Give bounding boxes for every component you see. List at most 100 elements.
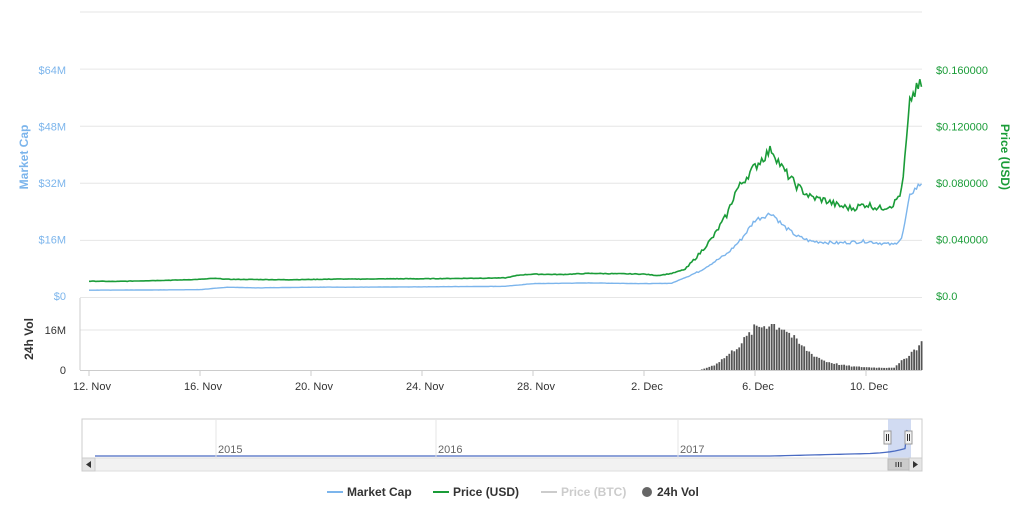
volume-tick-label: 16M xyxy=(45,325,66,337)
volume-bar xyxy=(880,367,883,370)
volume-bar xyxy=(808,351,811,370)
legend-label: Price (BTC) xyxy=(561,485,626,499)
legend-item[interactable]: Price (BTC) xyxy=(541,485,626,499)
volume-bar xyxy=(888,367,890,370)
right-axis-ticks: $0.0 $0.040000 $0.080000 $0.120000 $0.160000 xyxy=(936,65,988,303)
volume-bar xyxy=(730,350,733,370)
volume-bar xyxy=(833,363,836,370)
navigator-handle-left[interactable] xyxy=(883,430,892,445)
volume-bar xyxy=(733,351,736,370)
volume-bar xyxy=(735,349,738,370)
volume-bar xyxy=(828,362,831,370)
volume-bar xyxy=(748,332,751,370)
volume-bar xyxy=(703,368,706,370)
volume-bar xyxy=(835,363,838,370)
volume-bar xyxy=(825,362,828,370)
navigator-year-label: 2015 xyxy=(218,444,242,456)
volume-bar xyxy=(848,365,850,370)
right-tick-label: $0.080000 xyxy=(936,178,988,190)
left-tick-label: $16M xyxy=(38,235,66,247)
volume-bar xyxy=(743,337,746,370)
line-series xyxy=(89,79,923,291)
volume-bar xyxy=(713,365,716,370)
volume-bar xyxy=(813,356,816,370)
legend-item[interactable]: Price (USD) xyxy=(433,485,519,499)
right-axis-title: Price (USD) xyxy=(998,124,1012,190)
volume-bar xyxy=(705,367,708,370)
volume-bar xyxy=(720,359,723,370)
x-tick-label: 12. Nov xyxy=(73,381,111,393)
navigator-year-label: 2016 xyxy=(438,444,462,456)
volume-bar xyxy=(855,366,858,370)
right-tick-label: $0.160000 xyxy=(936,65,988,77)
left-tick-label: $0 xyxy=(54,291,66,303)
legend-label: Market Cap xyxy=(347,485,412,499)
volume-bar xyxy=(865,367,868,370)
volume-tick-label: 0 xyxy=(60,365,66,377)
volume-bar xyxy=(738,347,741,370)
volume-bar xyxy=(800,345,803,370)
volume-bar xyxy=(790,337,793,370)
x-tick-label: 2. Dec xyxy=(631,381,663,393)
volume-bar xyxy=(728,353,731,370)
volume-bar xyxy=(838,365,840,370)
arrow-right-icon xyxy=(913,461,918,468)
market-cap-line xyxy=(89,182,923,291)
volume-bar xyxy=(910,351,913,370)
volume-bar xyxy=(740,343,743,370)
legend-item[interactable]: Market Cap xyxy=(327,485,412,499)
volume-bar xyxy=(908,355,910,370)
volume-bar xyxy=(823,360,826,370)
left-tick-label: $64M xyxy=(38,65,66,77)
volume-bar xyxy=(820,359,823,370)
gridlines xyxy=(80,11,922,331)
volume-bar xyxy=(718,362,721,370)
volume-bar xyxy=(760,327,763,370)
scrollbar[interactable] xyxy=(81,457,923,472)
navigator-series xyxy=(95,429,908,457)
x-tick-label: 10. Dec xyxy=(850,381,888,393)
right-tick-label: $0.040000 xyxy=(936,235,988,247)
volume-bar xyxy=(845,365,848,370)
arrow-left-icon xyxy=(86,461,91,468)
volume-bar xyxy=(863,367,865,370)
axes xyxy=(79,298,922,371)
volume-axis-title: 24h Vol xyxy=(22,318,36,360)
volume-bar xyxy=(778,327,781,370)
x-axis-ticks: 12. Nov 16. Nov 20. Nov 24. Nov 28. Nov 2. De… xyxy=(73,370,888,393)
volume-bar xyxy=(920,341,923,370)
volume-bar xyxy=(785,331,788,370)
navigator[interactable]: 2015 2016 2017 xyxy=(81,418,923,459)
volume-bar xyxy=(700,369,703,370)
volume-bar xyxy=(885,367,888,370)
volume-bar xyxy=(753,324,756,370)
volume-bar xyxy=(795,338,798,370)
volume-bar xyxy=(858,366,860,370)
legend: Market Cap Price (USD) Price (BTC) 24h Vol xyxy=(327,485,699,499)
price-usd-line xyxy=(89,79,923,283)
volume-bar xyxy=(780,329,783,370)
legend-circle-icon xyxy=(642,487,652,497)
volume-bar xyxy=(775,329,778,370)
volume-bar xyxy=(763,326,766,370)
volume-bar xyxy=(860,367,863,370)
volume-bar xyxy=(918,345,920,370)
volume-bar xyxy=(900,360,903,370)
navigator-year-labels: 2015 2016 2017 xyxy=(215,419,704,458)
volume-bar xyxy=(818,357,821,370)
volume-bar xyxy=(783,329,786,370)
navigator-handle-right[interactable] xyxy=(904,430,913,445)
legend-item[interactable]: 24h Vol xyxy=(642,485,699,499)
volume-bar xyxy=(750,334,753,370)
volume-bar xyxy=(710,365,713,370)
x-tick-label: 20. Nov xyxy=(295,381,333,393)
right-tick-label: $0.120000 xyxy=(936,122,988,134)
volume-bar xyxy=(768,326,771,370)
volume-bar xyxy=(903,358,905,370)
right-tick-label: $0.0 xyxy=(936,291,957,303)
volume-bar xyxy=(840,364,843,370)
volume-bar xyxy=(873,367,875,370)
volume-series xyxy=(700,324,923,370)
volume-bar xyxy=(868,367,870,370)
